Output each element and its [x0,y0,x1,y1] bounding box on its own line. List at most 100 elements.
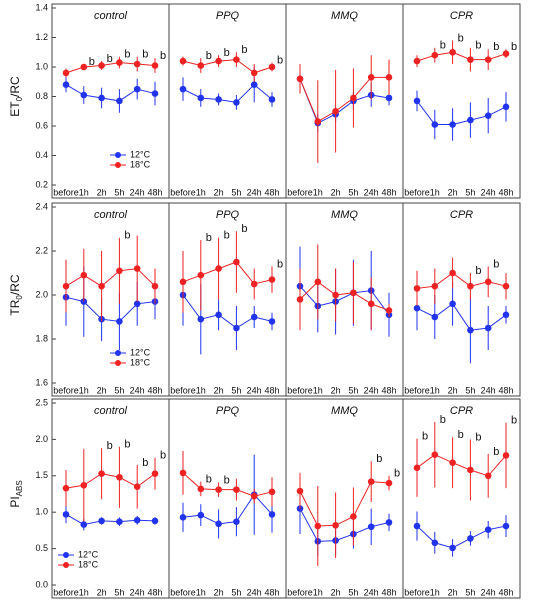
data-point [62,69,70,77]
data-point [215,96,222,103]
x-tick-label: 24h [481,187,496,197]
data-point [413,57,421,65]
data-point [197,511,205,519]
x-tick-label: 1h [196,187,206,197]
data-point [179,513,187,521]
data-point [151,90,159,97]
x-tick-label: 5h [114,587,124,597]
data-point [449,269,456,277]
panel-frame [51,398,170,599]
x-tick-label: before [170,385,196,395]
x-tick-label: 5h [231,587,241,597]
x-tick-label: 24h [247,187,262,197]
x-tick-label: 1h [79,385,89,395]
significance-label: b [277,54,283,66]
data-point [116,318,123,325]
data-point [116,518,123,525]
data-point [215,486,222,493]
data-point [484,112,492,119]
significance-label: b [206,474,212,486]
x-tick-label: 2h [448,187,458,197]
data-point [116,59,123,66]
data-point [133,300,141,308]
x-tick-label: 48h [147,587,162,597]
data-point [80,271,88,279]
y-tick-label: 1.5 [35,470,48,480]
legend-marker [63,562,69,568]
data-point [116,473,123,481]
x-tick-label: 1h [430,385,440,395]
data-point [484,324,492,332]
x-tick-label: 48h [147,187,162,197]
data-point [233,56,240,63]
data-point [233,99,240,106]
panel-title: CPR [450,10,473,22]
significance-label: b [475,265,481,277]
x-tick-label: 24h [481,385,496,395]
series-line [182,294,273,329]
x-tick-label: 2h [448,385,458,395]
x-tick-label: before [53,187,79,197]
series-line [299,76,389,123]
series-line [416,100,507,126]
x-tick-label: 24h [481,587,496,597]
x-tick-label: 5h [348,587,358,597]
data-point [467,282,474,290]
data-point [332,522,339,529]
data-point [484,526,492,533]
data-point [296,487,304,495]
data-point [116,267,123,275]
legend-label: 18°C [130,357,151,367]
x-tick-label: 5h [465,587,475,597]
significance-label: b [458,429,464,441]
data-point [314,118,322,125]
series-line [65,296,156,322]
data-point [233,258,240,266]
data-point [314,278,322,286]
series-line [182,84,273,103]
panel-frame [51,3,170,199]
y-axis-label: ET0/RC [8,76,24,117]
panel-title: MMQ [331,405,358,417]
x-tick-label: 48h [381,587,396,597]
x-tick-label: 24h [130,587,145,597]
data-point [467,326,474,334]
data-point [431,451,439,458]
data-point [250,313,258,321]
panel-title: control [94,405,128,417]
significance-label: b [224,474,230,486]
data-point [502,452,510,459]
data-point [350,94,357,102]
data-point [268,96,276,103]
series-line [299,285,390,316]
x-tick-label: before [287,187,313,197]
data-point [502,50,510,58]
legend-label: 18°C [78,559,99,569]
x-tick-label: before [53,587,79,597]
panel-title: CPR [450,405,473,417]
data-point [467,535,474,542]
y-tick-label: 0.0 [35,579,48,589]
y-tick-label: 0.8 [35,91,48,101]
data-point [151,282,159,290]
x-tick-label: 5h [231,385,241,395]
significance-label: b [458,32,464,44]
x-tick-label: before [287,587,313,597]
x-tick-label: 2h [331,385,341,395]
x-tick-label: 5h [348,187,358,197]
data-point [502,311,510,319]
significance-label: b [376,453,382,465]
significance-label: b [224,47,230,59]
data-point [350,513,357,520]
data-point [332,107,339,115]
data-point [233,518,240,525]
significance-label: b [142,457,148,469]
data-point [314,522,322,530]
x-tick-label: 2h [331,587,341,597]
significance-label: b [160,50,166,62]
significance-label: b [224,230,230,242]
legend-label: 18°C [130,159,151,169]
y-tick-label: 0.4 [35,150,48,160]
data-point [431,539,439,547]
x-tick-label: 48h [381,187,396,197]
